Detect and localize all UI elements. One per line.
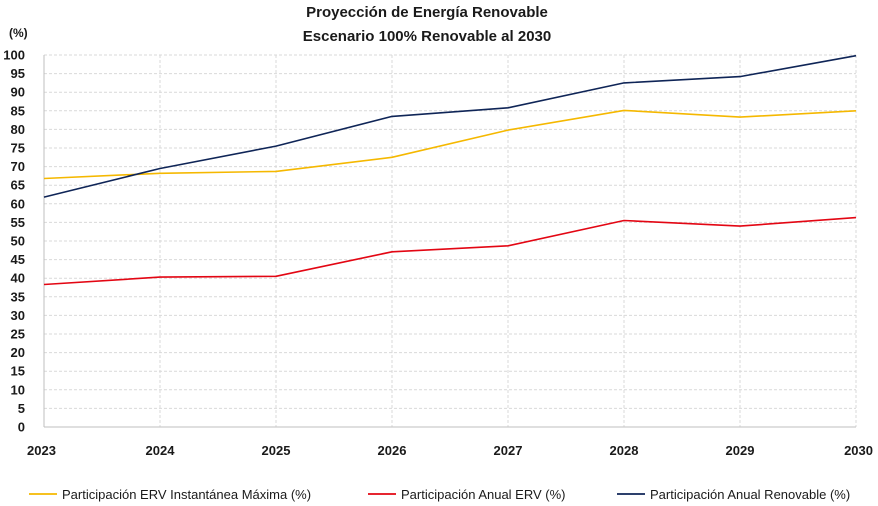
chart-subtitle: Escenario 100% Renovable al 2030 (303, 28, 551, 45)
y-tick-label: 30 (11, 308, 25, 323)
x-tick-label: 2023 (27, 443, 56, 458)
y-tick-label: 45 (11, 252, 25, 267)
legend-label: Participación ERV Instantánea Máxima (%) (62, 487, 311, 502)
series-lines (43, 54, 857, 286)
legend-item-1: Participación ERV Instantánea Máxima (%) (29, 487, 311, 502)
y-tick-label: 15 (11, 364, 25, 379)
x-tick-label: 2027 (494, 443, 523, 458)
y-tick-label: 95 (11, 66, 25, 81)
y-tick-label: 90 (11, 85, 25, 100)
x-axis-ticks: 2023 2024 2025 2026 2027 2028 2029 2030 (27, 443, 873, 458)
x-tick-label: 2030 (844, 443, 873, 458)
y-tick-label: 10 (11, 382, 25, 397)
x-tick-label: 2026 (378, 443, 407, 458)
x-tick-label: 2029 (726, 443, 755, 458)
legend-item-2: Participación Anual ERV (%) (368, 487, 566, 502)
series-line-3 (43, 54, 857, 198)
y-tick-label: 80 (11, 122, 25, 137)
y-tick-label: 50 (11, 234, 25, 249)
y-tick-label: 55 (11, 215, 25, 230)
y-tick-label: 70 (11, 159, 25, 174)
y-tick-label: 100 (3, 48, 25, 63)
y-tick-label: 65 (11, 178, 25, 193)
legend: Participación ERV Instantánea Máxima (%)… (29, 487, 850, 502)
y-axis-ticks: 0 5 10 15 20 25 30 35 40 45 50 55 60 65 70 75 80 85 90 95 10… (3, 48, 25, 435)
y-tick-label: 0 (18, 420, 25, 435)
y-tick-label: 60 (11, 196, 25, 211)
legend-item-3: Participación Anual Renovable (%) (617, 487, 850, 502)
x-tick-label: 2025 (262, 443, 291, 458)
chart-title: Proyección de Energía Renovable (306, 4, 548, 21)
y-tick-label: 40 (11, 271, 25, 286)
x-tick-label: 2028 (610, 443, 639, 458)
y-tick-label: 85 (11, 103, 25, 118)
series-line-2 (43, 216, 857, 286)
series-line-1 (43, 109, 857, 180)
y-tick-label: 25 (11, 327, 25, 342)
legend-label: Participación Anual ERV (%) (401, 487, 566, 502)
legend-label: Participación Anual Renovable (%) (650, 487, 850, 502)
y-axis-unit: (%) (9, 26, 28, 40)
y-tick-label: 75 (11, 141, 25, 156)
x-tick-label: 2024 (146, 443, 176, 458)
y-tick-label: 35 (11, 289, 25, 304)
y-tick-label: 20 (11, 345, 25, 360)
y-tick-label: 5 (18, 401, 25, 416)
grid (43, 54, 857, 428)
